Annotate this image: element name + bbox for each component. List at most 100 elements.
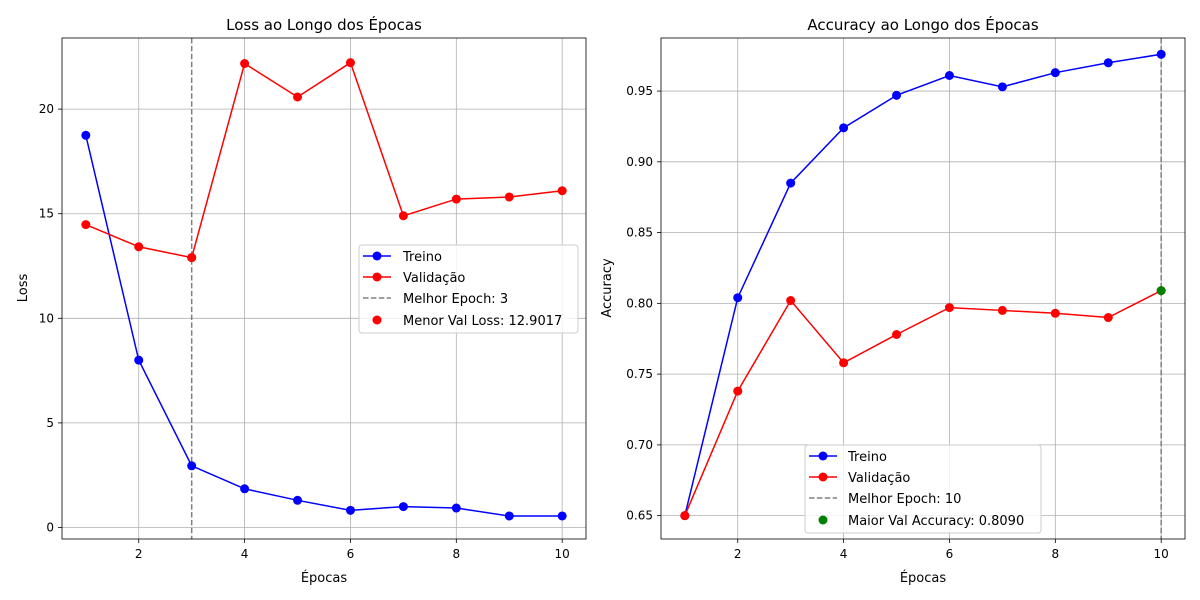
accuracy-axes-frame — [660, 37, 1186, 540]
accuracy-point-treino — [997, 82, 1007, 92]
accuracy-point-treino — [944, 71, 954, 81]
loss-best-point-marker — [187, 253, 197, 263]
accuracy-x-axis-label: Épocas — [900, 570, 947, 586]
loss-y-tick-label: 10 — [39, 311, 54, 325]
loss-legend-label-best-point: Menor Val Loss: 12.9017 — [403, 314, 562, 329]
loss-legend-label-treino: Treino — [402, 250, 442, 265]
loss-y-tick-label: 20 — [39, 102, 54, 116]
accuracy-legend-label-best-epoch: Melhor Epoch: 10 — [848, 492, 961, 507]
loss-legend-marker-best-point — [372, 315, 382, 325]
accuracy-point-validacao — [1050, 308, 1060, 318]
loss-point-treino — [451, 503, 461, 513]
accuracy-y-tick-label: 0.70 — [626, 438, 653, 452]
accuracy-point-treino — [892, 90, 902, 100]
accuracy-legend: Treino Validação Melhor Epoch: 10 Maior … — [804, 444, 1042, 534]
accuracy-x-tick-label: 8 — [1052, 547, 1060, 561]
accuracy-y-tick-label: 0.75 — [626, 367, 653, 381]
loss-point-treino — [557, 511, 567, 521]
accuracy-y-tick-label: 0.85 — [626, 226, 653, 240]
loss-point-treino — [240, 484, 250, 494]
loss-y-axis-label: Loss — [16, 274, 31, 303]
accuracy-chart-title: Accuracy ao Longo dos Épocas — [807, 15, 1039, 34]
loss-point-treino — [504, 511, 514, 521]
loss-x-axis-label: Épocas — [301, 570, 348, 586]
loss-point-treino — [134, 355, 144, 365]
accuracy-point-validacao — [892, 329, 902, 339]
loss-y-tick-label: 15 — [39, 207, 54, 221]
loss-y-tick-label: 0 — [46, 520, 54, 534]
loss-series-line-treino — [85, 135, 563, 517]
loss-axes-frame — [61, 37, 587, 540]
loss-x-tick-label: 2 — [135, 547, 143, 561]
loss-chart: Loss ao Longo dos Épocas 2 4 6 8 1005101520 … — [16, 15, 587, 586]
accuracy-x-tick-label: 2 — [734, 547, 742, 561]
accuracy-point-treino — [839, 123, 849, 133]
accuracy-chart: Accuracy ao Longo dos Épocas 2 4 6 8 10 0.65 0… — [600, 15, 1186, 586]
accuracy-legend-entry-best-point: Maior Val Accuracy: 0.8090 — [818, 514, 1024, 529]
accuracy-point-treino — [786, 178, 796, 188]
loss-chart-title: Loss ao Longo dos Épocas — [226, 15, 422, 34]
loss-x-tick-label: 4 — [241, 547, 249, 561]
loss-legend-label-validacao: Validação — [403, 271, 465, 286]
loss-point-validacao — [240, 59, 250, 69]
accuracy-legend-marker-best-point — [818, 515, 828, 525]
loss-point-validacao — [293, 92, 303, 102]
loss-point-treino — [293, 495, 303, 505]
accuracy-x-tick-label: 4 — [840, 547, 848, 561]
accuracy-y-axis-label: Accuracy — [600, 258, 615, 318]
accuracy-series-line-treino — [684, 53, 1162, 516]
accuracy-point-validacao — [786, 296, 796, 306]
accuracy-point-validacao — [997, 305, 1007, 315]
loss-point-validacao — [451, 194, 461, 204]
loss-legend-entry-treino: Treino — [363, 250, 442, 265]
accuracy-y-tick-label: 0.95 — [626, 84, 653, 98]
accuracy-x-tick-label: 10 — [1154, 547, 1169, 561]
accuracy-point-validacao — [1103, 313, 1113, 323]
loss-point-validacao — [81, 220, 91, 230]
loss-legend-entry-validacao: Validação — [363, 271, 465, 286]
accuracy-legend-entry-validacao: Validação — [809, 471, 910, 486]
accuracy-point-validacao — [680, 511, 690, 521]
loss-point-treino — [81, 130, 91, 140]
loss-legend-entry-best-epoch: Melhor Epoch: 3 — [363, 292, 508, 307]
loss-point-validacao — [504, 192, 514, 202]
accuracy-point-treino — [1156, 49, 1166, 59]
accuracy-x-tick-label: 6 — [946, 547, 954, 561]
accuracy-legend-marker-validacao — [818, 472, 828, 482]
accuracy-best-point-marker — [1156, 286, 1166, 296]
loss-legend-entry-best-point: Menor Val Loss: 12.9017 — [372, 314, 562, 329]
accuracy-point-treino — [1050, 68, 1060, 78]
loss-y-tick-label: 5 — [46, 416, 54, 430]
accuracy-legend-label-best-point: Maior Val Accuracy: 0.8090 — [848, 514, 1024, 529]
loss-point-treino — [398, 502, 408, 512]
loss-x-tick-label: 6 — [347, 547, 355, 561]
accuracy-legend-label-treino: Treino — [847, 450, 887, 465]
loss-legend-box — [358, 244, 579, 334]
accuracy-y-tick-label: 0.65 — [626, 509, 653, 523]
accuracy-legend-box — [804, 444, 1042, 534]
loss-point-treino — [345, 505, 355, 515]
loss-x-tick-label: 10 — [555, 547, 570, 561]
accuracy-series-line-validacao — [684, 289, 1162, 516]
accuracy-y-tick-label: 0.90 — [626, 155, 653, 169]
accuracy-point-treino — [733, 293, 743, 303]
accuracy-point-validacao — [733, 386, 743, 396]
loss-legend: Treino Validação Melhor Epoch: 3 Menor V… — [358, 244, 579, 334]
accuracy-plot-area: 2 4 6 8 10 0.65 0.70 0.75 0.80 0.85 0.90 0.95 — [626, 37, 1186, 561]
accuracy-legend-label-validacao: Validação — [848, 471, 910, 486]
loss-x-tick-label: 8 — [453, 547, 461, 561]
loss-legend-marker-treino — [372, 251, 382, 261]
loss-point-validacao — [134, 242, 144, 252]
accuracy-legend-entry-treino: Treino — [809, 450, 887, 465]
accuracy-point-treino — [1103, 58, 1113, 68]
accuracy-legend-marker-treino — [818, 451, 828, 461]
loss-point-validacao — [398, 211, 408, 221]
loss-legend-label-best-epoch: Melhor Epoch: 3 — [403, 292, 508, 307]
loss-series-line-validacao — [85, 61, 563, 259]
accuracy-point-validacao — [839, 358, 849, 368]
accuracy-point-validacao — [944, 303, 954, 313]
loss-point-validacao — [557, 186, 567, 196]
accuracy-y-tick-label: 0.80 — [626, 296, 653, 310]
accuracy-legend-entry-best-epoch: Melhor Epoch: 10 — [809, 492, 961, 507]
